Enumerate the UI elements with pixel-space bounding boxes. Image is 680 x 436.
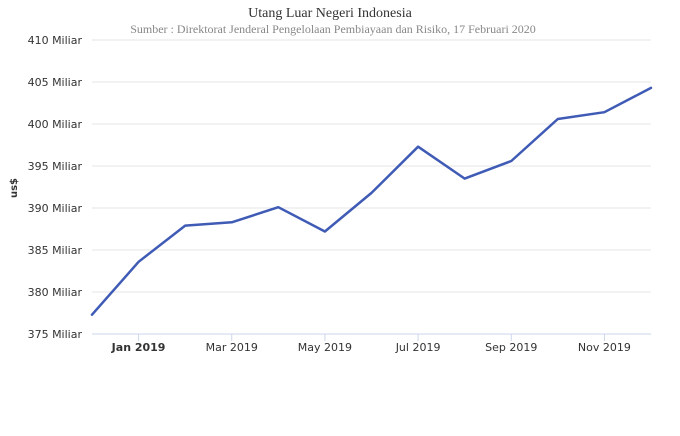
x-tick-label: May 2019 (298, 341, 352, 354)
y-tick-label: 375 Miliar (28, 328, 83, 341)
x-tick-label: Nov 2019 (578, 341, 631, 354)
series-layer (90, 86, 653, 316)
x-tick-label: Sep 2019 (485, 341, 537, 354)
y-tick-label: 410 Miliar (28, 34, 83, 47)
series-line (90, 86, 653, 316)
chart-subtitle: Sumber : Direktorat Jenderal Pengelolaan… (130, 22, 536, 36)
y-tick-label: 385 Miliar (28, 244, 83, 257)
x-axis: Jan 2019 Mar 2019 May 2019 Jul 2019 Sep 2019… (92, 333, 651, 354)
y-tick-label: 390 Miliar (28, 202, 83, 215)
grid-lines (92, 39, 651, 293)
x-tick-label: Jan 2019 (111, 341, 166, 354)
y-axis-label: us$ (9, 178, 20, 198)
y-tick-label: 400 Miliar (28, 118, 83, 131)
x-tick-label: Mar 2019 (206, 341, 258, 354)
y-tick-label: 380 Miliar (28, 286, 83, 299)
x-tick-label: Jul 2019 (395, 341, 441, 354)
y-tick-label: 395 Miliar (28, 160, 83, 173)
y-tick-label: 405 Miliar (28, 76, 83, 89)
chart-title: Utang Luar Negeri Indonesia (248, 6, 412, 21)
y-axis-ticks: 375 Miliar 380 Miliar 385 Miliar 390 Miliar… (28, 34, 83, 341)
